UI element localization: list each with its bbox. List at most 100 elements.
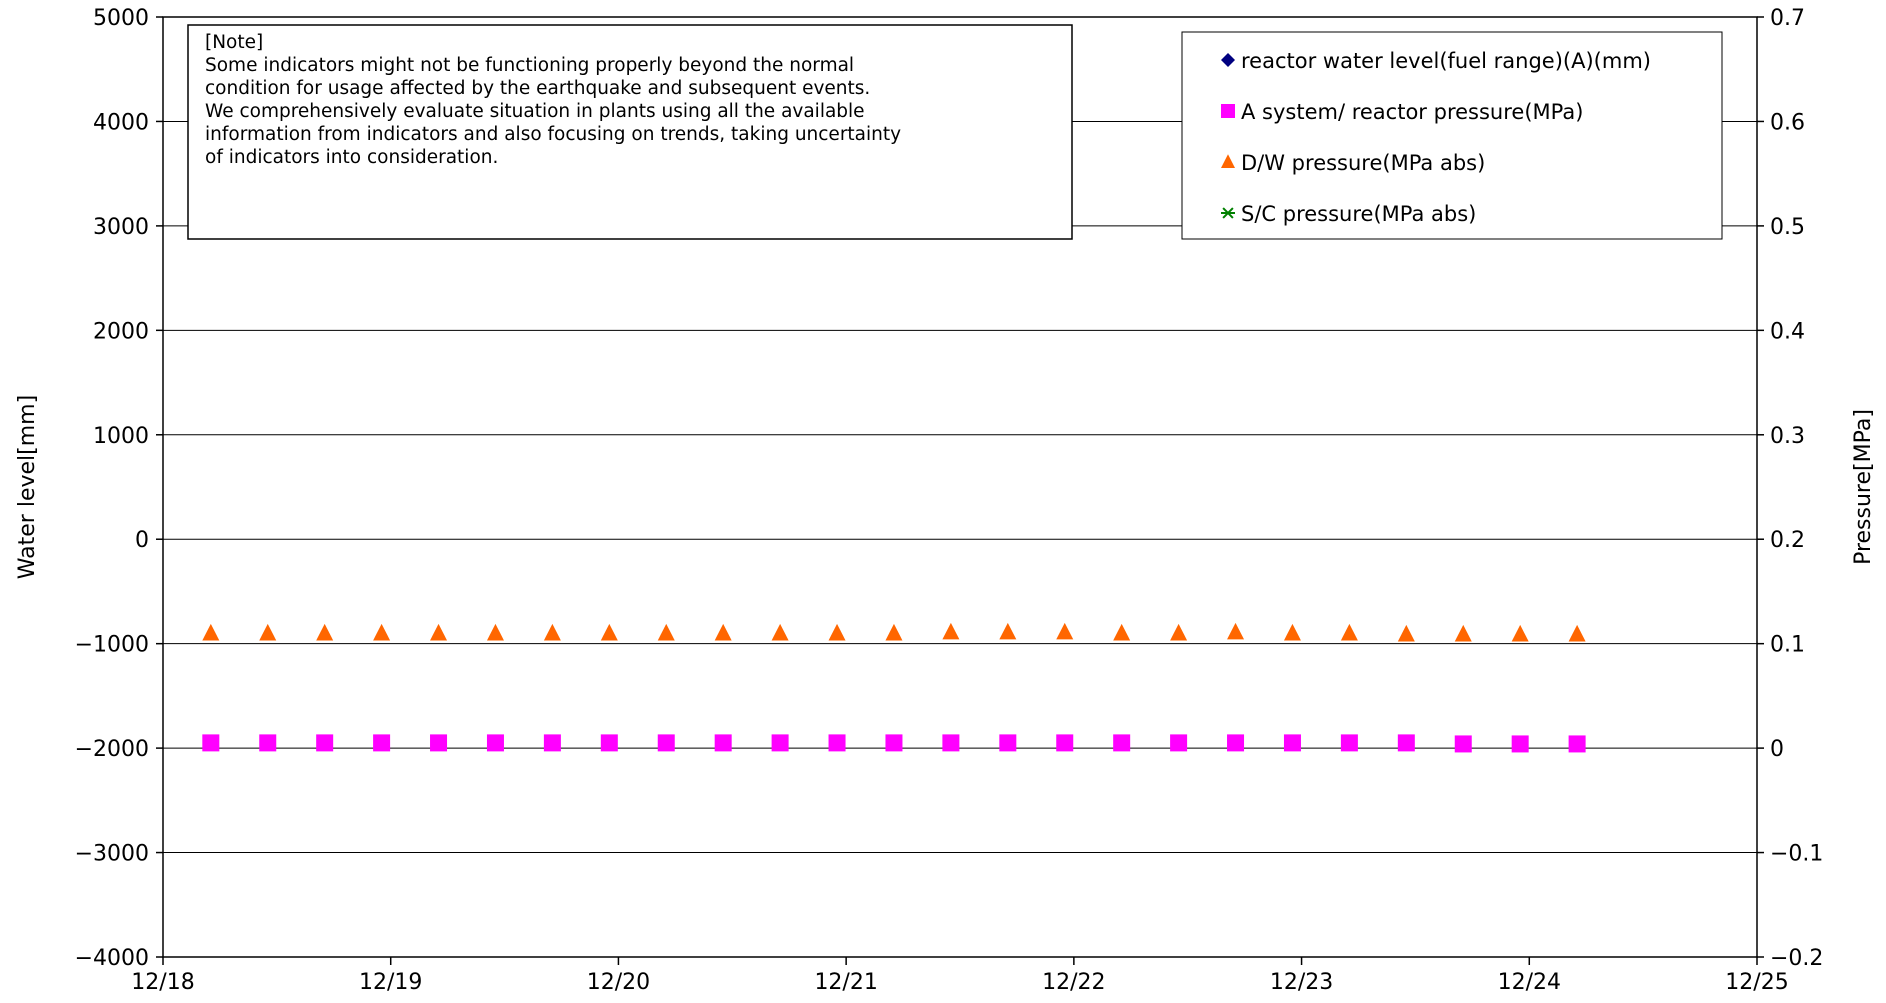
note-line: information from indicators and also foc…: [205, 124, 901, 145]
x-tick-label: 12/19: [359, 970, 422, 995]
legend-marker-square: [1221, 104, 1235, 118]
y-right-tick-label: 0.7: [1770, 6, 1805, 31]
y-right-tick-label: 0.6: [1770, 110, 1805, 135]
y-left-tick-label: −4000: [75, 946, 149, 971]
y-left-tick-label: −2000: [75, 737, 149, 762]
legend-marker-triangle: [1221, 154, 1235, 168]
y-axis-right-title: Pressure[MPa]: [1851, 409, 1876, 565]
data-point-triangle: [259, 623, 277, 641]
data-point-square: [828, 734, 846, 752]
note-line: We comprehensively evaluate situation in…: [205, 101, 865, 122]
data-point-square: [259, 734, 277, 752]
x-tick-label: 12/22: [1042, 970, 1105, 995]
y-left-tick-label: 5000: [93, 6, 149, 31]
data-point-triangle: [1511, 624, 1529, 642]
y-left-tick-label: 2000: [93, 319, 149, 344]
y-left-tick-label: 3000: [93, 215, 149, 240]
data-point-triangle: [999, 622, 1017, 640]
y-left-tick-label: 0: [135, 528, 149, 553]
data-point-triangle: [771, 623, 789, 641]
data-point-triangle: [543, 623, 561, 641]
data-point-triangle: [1056, 622, 1074, 640]
data-point-triangle: [714, 623, 732, 641]
data-point-triangle: [486, 623, 504, 641]
note-line: condition for usage affected by the eart…: [205, 78, 870, 99]
y-right-tick-label: 0.3: [1770, 424, 1805, 449]
data-point-square: [202, 734, 220, 752]
data-point-triangle: [1397, 624, 1415, 642]
data-point-square: [1283, 734, 1301, 752]
data-point-square: [373, 734, 391, 752]
data-point-square: [1170, 734, 1188, 752]
data-point-triangle: [942, 622, 960, 640]
data-point-triangle: [885, 623, 903, 641]
data-point-triangle: [1568, 624, 1586, 642]
x-tick-label: 12/24: [1498, 970, 1561, 995]
data-point-triangle: [828, 623, 846, 641]
data-point-square: [430, 734, 448, 752]
data-point-square: [1511, 735, 1529, 753]
data-point-square: [316, 734, 334, 752]
data-point-square: [600, 734, 618, 752]
data-point-triangle: [1227, 622, 1245, 640]
data-point-triangle: [316, 623, 334, 641]
y-right-tick-label: −0.2: [1770, 946, 1823, 971]
y-right-tick-label: 0.1: [1770, 633, 1805, 658]
data-point-square: [543, 734, 561, 752]
legend-marker-diamond: [1221, 53, 1235, 67]
y-axis-left-title: Water level[mm]: [15, 395, 40, 579]
data-point-square: [486, 734, 504, 752]
legend-label: reactor water level(fuel range)(A)(mm): [1241, 49, 1651, 73]
data-point-square: [1227, 734, 1245, 752]
data-point-square: [1454, 735, 1472, 753]
data-point-square: [1056, 734, 1074, 752]
data-point-square: [1568, 735, 1586, 753]
y-left-tick-label: −3000: [75, 842, 149, 867]
y-left-tick-label: 4000: [93, 110, 149, 135]
data-point-triangle: [1340, 623, 1358, 641]
data-point-triangle: [1454, 624, 1472, 642]
plot-frame: [162, 16, 1758, 958]
y-right-tick-label: 0.4: [1770, 319, 1805, 344]
y-right-tick-label: 0.2: [1770, 528, 1805, 553]
data-point-square: [771, 734, 789, 752]
legend-label: S/C pressure(MPa abs): [1241, 202, 1476, 226]
data-point-triangle: [1283, 623, 1301, 641]
y-right-tick-label: 0: [1770, 737, 1784, 762]
data-point-square: [1397, 734, 1415, 752]
data-point-square: [1340, 734, 1358, 752]
x-tick-label: 12/25: [1725, 970, 1788, 995]
axis-ticks: 5000 0.7 4000 0.6 3000 0.5 2000 0.4 1000 0.3 0 0.2 −…: [75, 6, 1824, 995]
legend-marker-asterisk: [1221, 207, 1235, 219]
note-box: [Note] Some indicators might not be func…: [187, 24, 1073, 240]
data-point-triangle: [430, 623, 448, 641]
y-right-tick-label: −0.1: [1770, 842, 1823, 867]
x-tick-label: 12/18: [131, 970, 194, 995]
data-point-triangle: [1113, 623, 1131, 641]
note-line: of indicators into consideration.: [205, 147, 498, 168]
data-point-square: [885, 734, 903, 752]
legend: reactor water level(fuel range)(A)(mm) A…: [1181, 31, 1723, 240]
legend-label: D/W pressure(MPa abs): [1241, 151, 1485, 175]
note-line: [Note]: [205, 32, 263, 53]
y-right-tick-label: 0.5: [1770, 215, 1805, 240]
data-point-square: [657, 734, 675, 752]
data-point-triangle: [600, 623, 618, 641]
note-line: Some indicators might not be functioning…: [205, 55, 854, 76]
data-series: [202, 622, 1586, 753]
data-point-square: [1113, 734, 1131, 752]
y-left-tick-label: −1000: [75, 633, 149, 658]
data-point-square: [999, 734, 1017, 752]
legend-label: A system/ reactor pressure(MPa): [1241, 100, 1583, 124]
x-tick-label: 12/21: [814, 970, 877, 995]
data-point-triangle: [657, 623, 675, 641]
data-point-triangle: [373, 623, 391, 641]
y-left-tick-label: 1000: [93, 424, 149, 449]
data-point-square: [942, 734, 960, 752]
data-point-square: [714, 734, 732, 752]
data-point-triangle: [1170, 623, 1188, 641]
x-tick-label: 12/23: [1270, 970, 1333, 995]
x-tick-label: 12/20: [587, 970, 650, 995]
data-point-triangle: [202, 623, 220, 641]
